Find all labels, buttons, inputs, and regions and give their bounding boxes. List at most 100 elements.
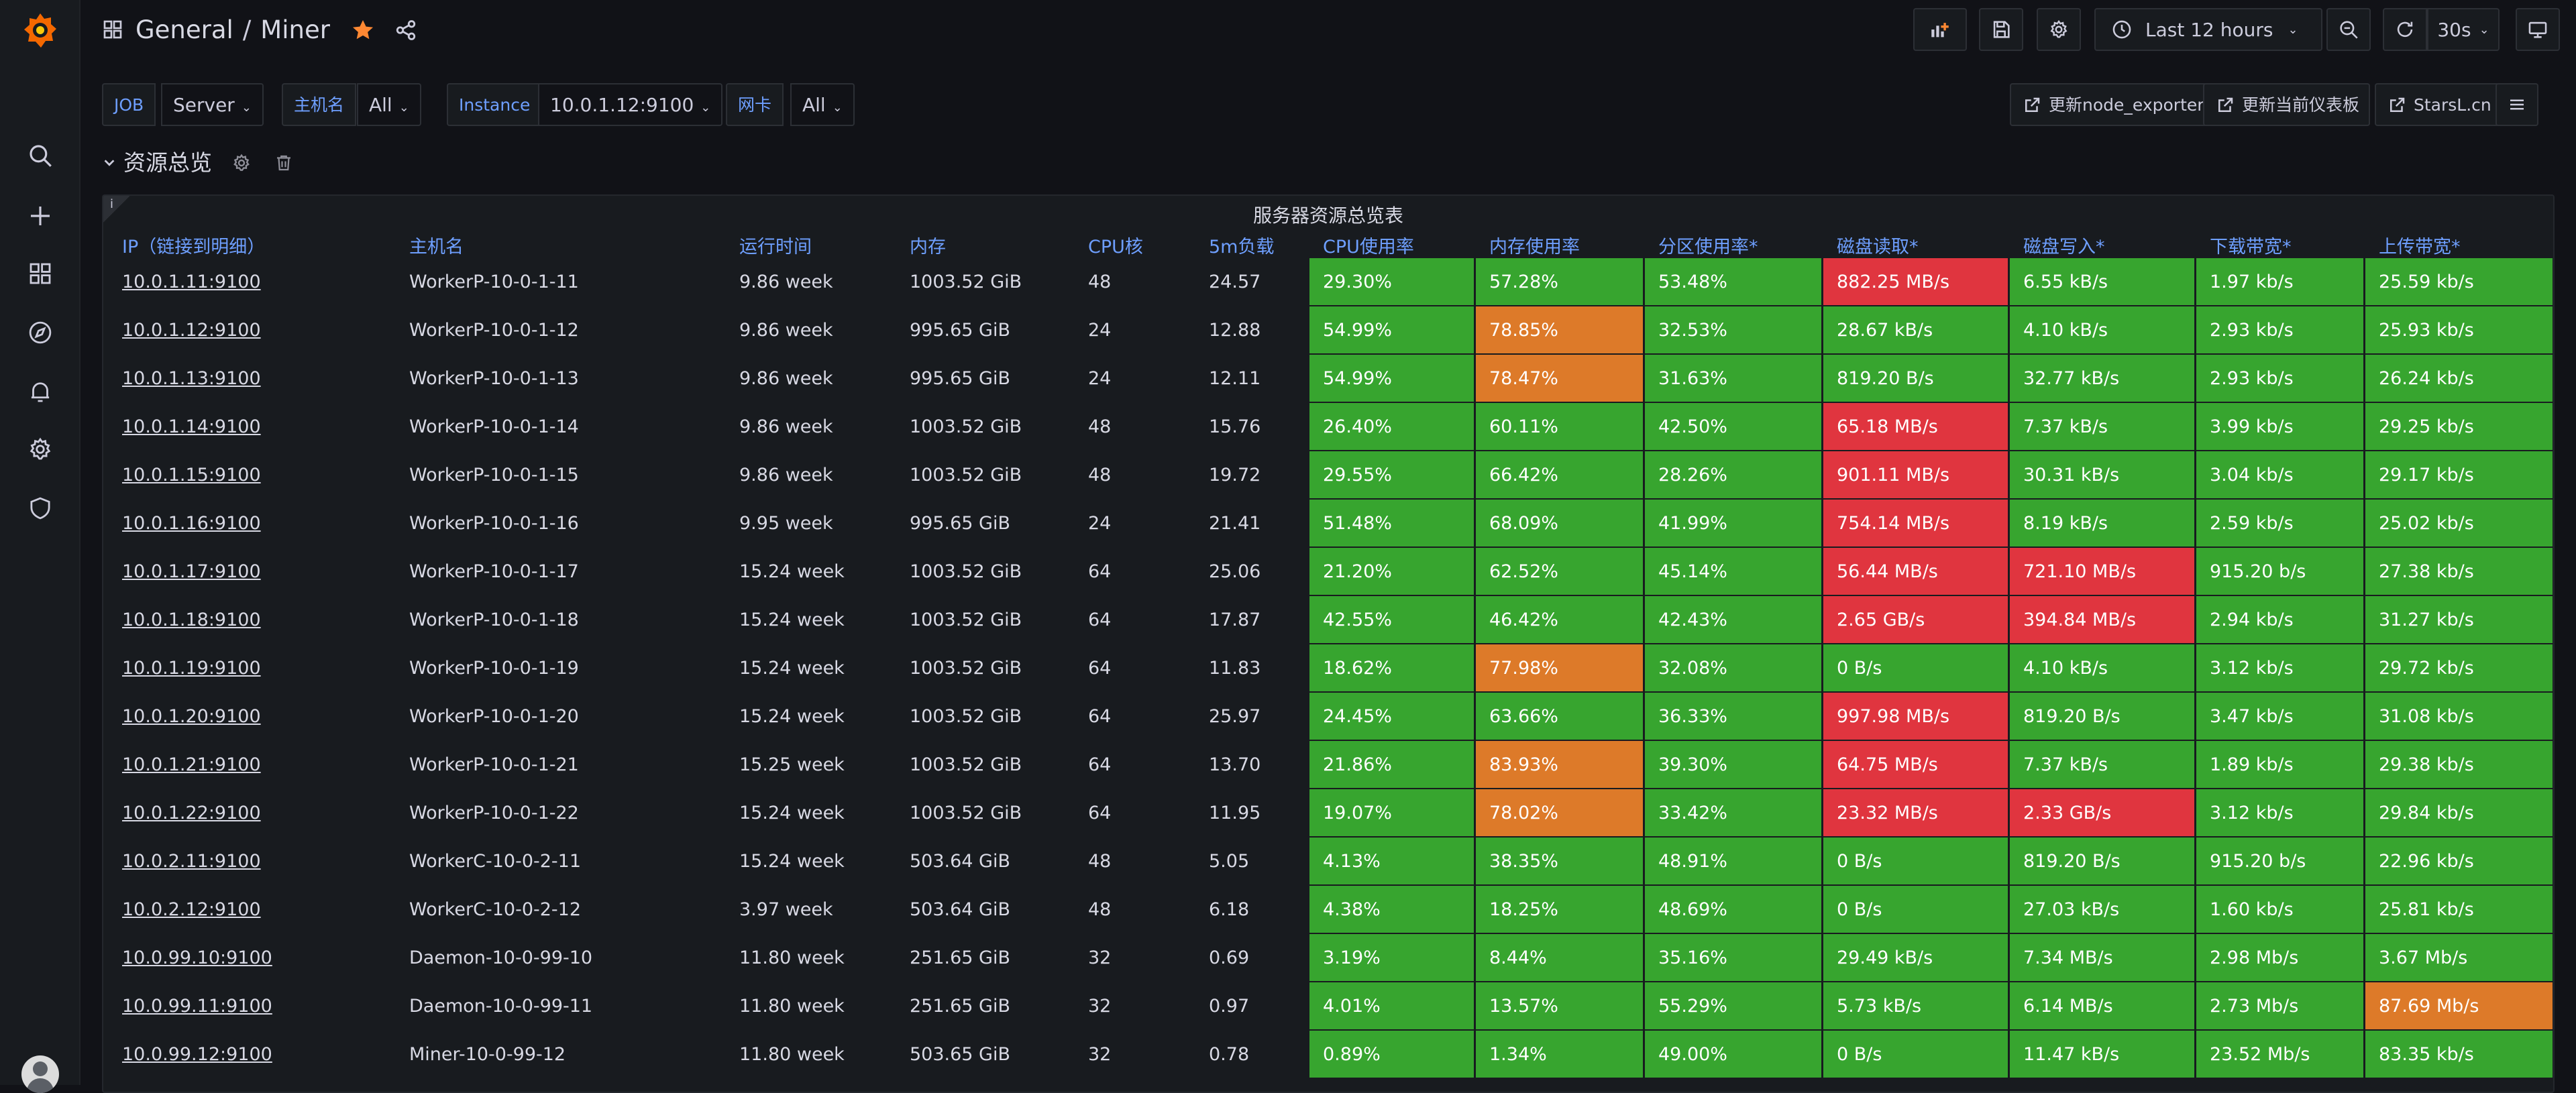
ip-link[interactable]: 10.0.1.14:9100: [109, 403, 396, 451]
column-header[interactable]: 磁盘读取*: [1837, 237, 1919, 257]
grafana-logo-icon[interactable]: [22, 11, 58, 52]
column-header[interactable]: CPU核: [1088, 237, 1143, 257]
column-header[interactable]: 运行时间: [739, 237, 812, 257]
cpu-usage-cell: 3.19%: [1309, 934, 1476, 982]
link-starsl[interactable]: StarsL.cn: [2375, 83, 2502, 126]
shield-icon[interactable]: [20, 488, 60, 528]
disk-write-cell: 32.77 kB/s: [2010, 355, 2196, 403]
hostname-cell: Miner-10-0-99-12: [396, 1031, 726, 1079]
uptime-cell: 9.86 week: [726, 258, 896, 306]
download-bandwidth-cell: 3.12 kb/s: [2196, 644, 2365, 693]
ip-link[interactable]: 10.0.99.10:9100: [109, 934, 396, 982]
breadcrumb-folder[interactable]: General: [136, 15, 233, 44]
disk-write-cell: 6.14 MB/s: [2010, 982, 2196, 1031]
zoom-out-button[interactable]: [2326, 8, 2371, 51]
alert-bell-icon[interactable]: [20, 371, 60, 412]
trash-icon[interactable]: [274, 152, 294, 174]
hamburger-menu-button[interactable]: [2496, 83, 2538, 126]
column-header[interactable]: 内存使用率: [1489, 237, 1580, 257]
ip-link[interactable]: 10.0.1.12:9100: [109, 306, 396, 355]
partition-usage-cell: 32.53%: [1645, 306, 1823, 355]
hostname-cell: WorkerP-10-0-1-19: [396, 644, 726, 693]
disk-write-cell: 721.10 MB/s: [2010, 548, 2196, 596]
column-header[interactable]: CPU使用率: [1323, 237, 1414, 257]
ip-link[interactable]: 10.0.99.12:9100: [109, 1031, 396, 1079]
uptime-cell: 9.86 week: [726, 451, 896, 500]
panel-title[interactable]: 服务器资源总览表: [1252, 205, 1403, 227]
uptime-cell: 15.24 week: [726, 596, 896, 644]
time-range-picker[interactable]: Last 12 hours ⌄: [2094, 8, 2322, 51]
add-panel-button[interactable]: [1913, 8, 1967, 51]
ip-link[interactable]: 10.0.2.11:9100: [109, 838, 396, 886]
ip-link[interactable]: 10.0.1.20:9100: [109, 693, 396, 741]
search-icon[interactable]: [20, 135, 60, 176]
load-5m-cell: 24.57: [1195, 258, 1309, 306]
column-header[interactable]: 主机名: [409, 237, 464, 257]
ip-link[interactable]: 10.0.1.21:9100: [109, 741, 396, 789]
cpu-usage-cell: 19.07%: [1309, 789, 1476, 838]
dashboard-title[interactable]: Miner: [260, 15, 330, 44]
variable-select-instance[interactable]: 10.0.1.12:9100 ⌄: [538, 83, 723, 126]
top-navbar: General / Miner Last 12 hours ⌄ 30s ⌄: [80, 0, 2576, 60]
star-icon[interactable]: [350, 17, 376, 43]
upload-bandwidth-cell: 83.35 kb/s: [2365, 1031, 2553, 1079]
save-dashboard-button[interactable]: [1979, 8, 2023, 51]
column-header[interactable]: 下载带宽*: [2210, 237, 2292, 257]
row-title[interactable]: 资源总览: [123, 150, 212, 176]
variable-select-job[interactable]: Server ⌄: [161, 83, 264, 126]
ip-link[interactable]: 10.0.1.22:9100: [109, 789, 396, 838]
column-header[interactable]: 分区使用率*: [1658, 237, 1758, 257]
partition-usage-cell: 48.69%: [1645, 886, 1823, 934]
dashboard-settings-button[interactable]: [2037, 8, 2081, 51]
plus-icon[interactable]: [20, 196, 60, 236]
memory-cell: 1003.52 GiB: [896, 451, 1075, 500]
memory-usage-cell: 8.44%: [1476, 934, 1645, 982]
memory-usage-cell: 77.98%: [1476, 644, 1645, 693]
ip-link[interactable]: 10.0.2.12:9100: [109, 886, 396, 934]
memory-cell: 1003.52 GiB: [896, 741, 1075, 789]
ip-link[interactable]: 10.0.1.13:9100: [109, 355, 396, 403]
ip-link[interactable]: 10.0.1.18:9100: [109, 596, 396, 644]
chevron-down-icon[interactable]: [102, 156, 117, 170]
tv-mode-button[interactable]: [2516, 8, 2560, 51]
ip-link[interactable]: 10.0.1.15:9100: [109, 451, 396, 500]
avatar[interactable]: [21, 1055, 59, 1093]
dashboards-icon[interactable]: [20, 253, 60, 294]
variable-select-nic[interactable]: All ⌄: [790, 83, 855, 126]
ip-link[interactable]: 10.0.1.16:9100: [109, 500, 396, 548]
link-update-node-exporter[interactable]: 更新node_exporter: [2010, 83, 2215, 126]
column-header[interactable]: IP（链接到明细）: [122, 237, 266, 257]
hostname-cell: Daemon-10-0-99-11: [396, 982, 726, 1031]
disk-read-cell: 0 B/s: [1823, 886, 2010, 934]
ip-link[interactable]: 10.0.99.11:9100: [109, 982, 396, 1031]
explore-compass-icon[interactable]: [20, 312, 60, 353]
column-header[interactable]: 磁盘写入*: [2023, 237, 2105, 257]
cpu-cores-cell: 32: [1075, 934, 1195, 982]
table-row: 10.0.1.22:9100 WorkerP-10-0-1-22 15.24 wee…: [109, 789, 2553, 838]
ip-link[interactable]: 10.0.1.11:9100: [109, 258, 396, 306]
refresh-interval-picker[interactable]: 30s ⌄: [2427, 8, 2500, 51]
uptime-cell: 11.80 week: [726, 934, 896, 982]
variable-select-hostname[interactable]: All ⌄: [357, 83, 421, 126]
gear-icon[interactable]: [231, 152, 252, 174]
download-bandwidth-cell: 3.47 kb/s: [2196, 693, 2365, 741]
gear-icon[interactable]: [20, 429, 60, 469]
server-overview-panel: i 服务器资源总览表 IP（链接到明细） 主机名 运行时间 内存 CPU核 5m…: [102, 194, 2555, 1093]
panel-info-icon[interactable]: i: [103, 196, 130, 223]
column-header[interactable]: 内存: [910, 237, 946, 257]
column-header[interactable]: 5m负载: [1209, 237, 1275, 257]
memory-cell: 1003.52 GiB: [896, 403, 1075, 451]
partition-usage-cell: 55.29%: [1645, 982, 1823, 1031]
cpu-cores-cell: 48: [1075, 451, 1195, 500]
link-update-dashboard[interactable]: 更新当前仪表板: [2203, 83, 2371, 126]
ip-link[interactable]: 10.0.1.19:9100: [109, 644, 396, 693]
refresh-button[interactable]: [2383, 8, 2427, 51]
share-icon[interactable]: [394, 19, 417, 42]
memory-cell: 251.65 GiB: [896, 982, 1075, 1031]
cpu-usage-cell: 18.62%: [1309, 644, 1476, 693]
column-header[interactable]: 上传带宽*: [2379, 237, 2461, 257]
disk-read-cell: 882.25 MB/s: [1823, 258, 2010, 306]
variable-label-hostname: 主机名: [282, 83, 357, 126]
ip-link[interactable]: 10.0.1.17:9100: [109, 548, 396, 596]
memory-cell: 503.64 GiB: [896, 886, 1075, 934]
